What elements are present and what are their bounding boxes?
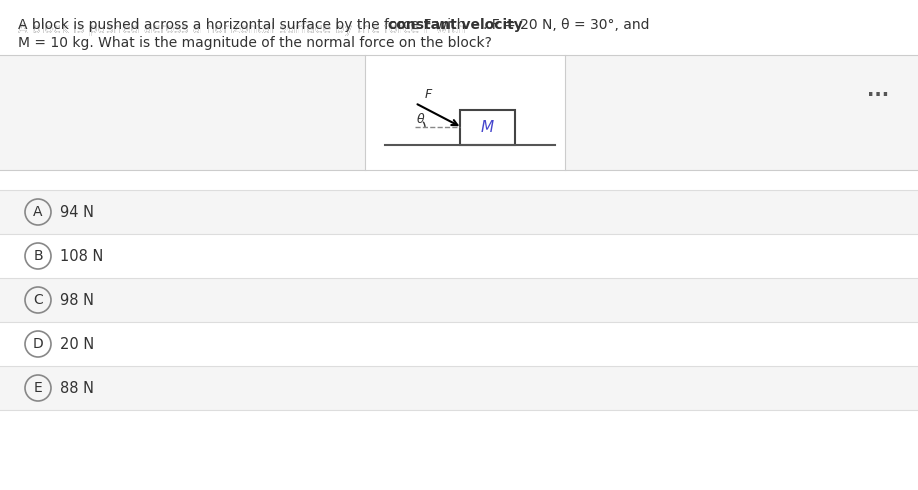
Text: θ: θ [417, 113, 425, 126]
Bar [0, 322, 918, 366]
Text: A block is pushed across a horizontal surface by the force F with: A block is pushed across a horizontal su… [18, 18, 470, 32]
Bar [0, 55, 365, 170]
Bar [0, 366, 918, 410]
Text: A block is pushed across a horizontal surface by the force F with: A block is pushed across a horizontal su… [18, 22, 470, 36]
Text: M: M [481, 120, 494, 135]
Text: C: C [33, 293, 43, 307]
Text: 108 N: 108 N [60, 248, 104, 264]
Text: E: E [34, 381, 42, 395]
Text: D: D [33, 337, 43, 351]
Bar [0, 234, 918, 278]
Text: A: A [33, 205, 43, 219]
Text: . F = 20 N, θ = 30°, and: . F = 20 N, θ = 30°, and [483, 18, 649, 32]
Bar [460, 110, 515, 145]
Text: A block is pushed across a horizontal surface by the force F with: A block is pushed across a horizontal su… [18, 22, 470, 36]
Text: 20 N: 20 N [60, 337, 95, 351]
Bar [565, 55, 918, 170]
Text: 88 N: 88 N [60, 381, 94, 395]
Text: constant velocity: constant velocity [387, 18, 522, 32]
Text: 98 N: 98 N [60, 293, 94, 308]
Text: F: F [425, 89, 432, 101]
Text: 94 N: 94 N [60, 204, 94, 220]
Bar [365, 55, 565, 170]
Bar [0, 278, 918, 322]
Text: ...: ... [867, 80, 889, 99]
Text: B: B [33, 249, 43, 263]
Bar [0, 190, 918, 234]
Text: M = 10 kg. What is the magnitude of the normal force on the block?: M = 10 kg. What is the magnitude of the … [18, 36, 492, 50]
